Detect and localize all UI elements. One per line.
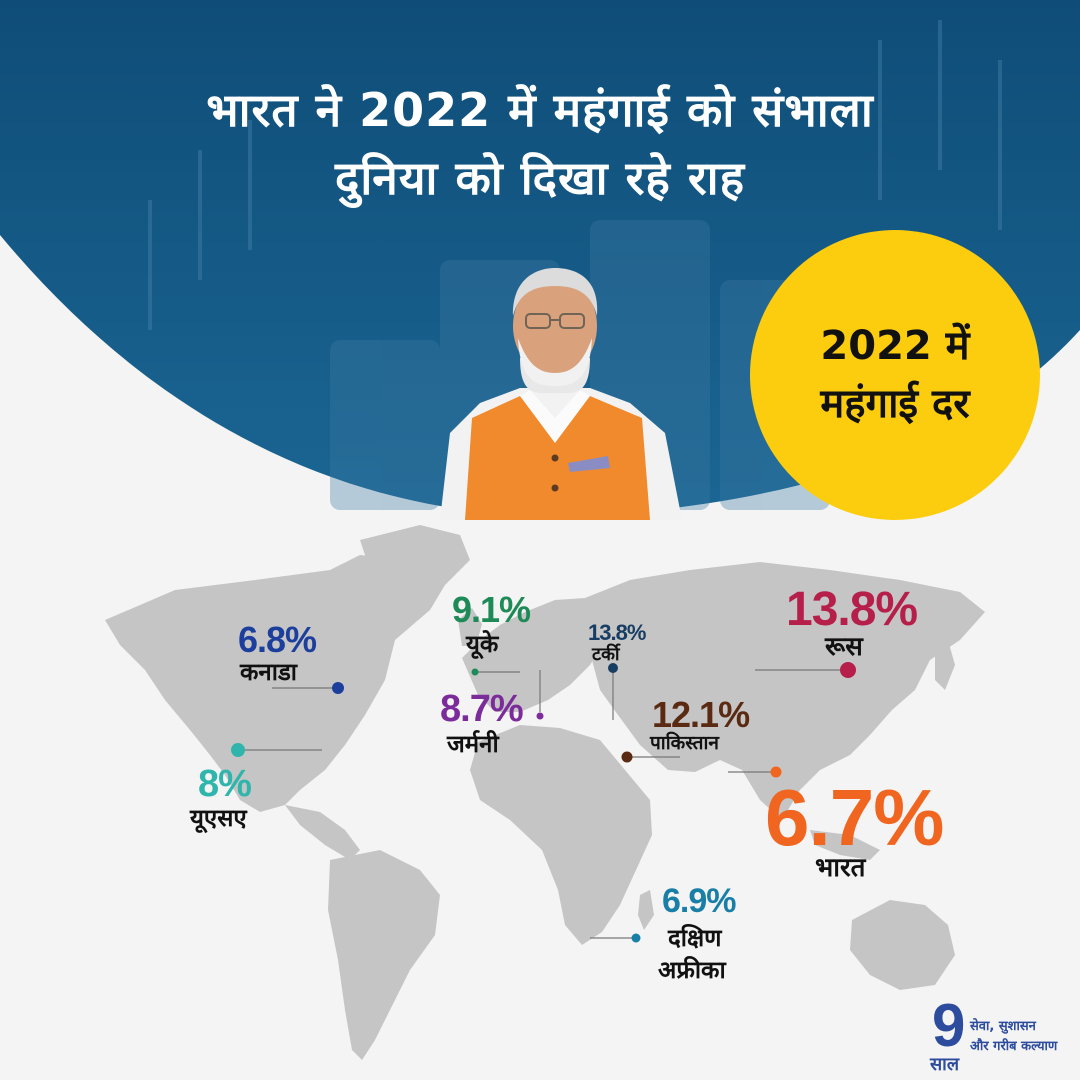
russia-marker [840, 662, 856, 678]
south-africa-marker [631, 933, 641, 943]
canada-marker [332, 682, 344, 694]
india-name: भारत [815, 853, 866, 883]
germany-value: 8.7% [440, 688, 524, 730]
pakistan-value: 12.1% [652, 694, 750, 735]
logo-tagline-1: सेवा, सुशासन [970, 1019, 1036, 1034]
pakistan-name: पाकिस्तान [650, 732, 719, 754]
germany-marker [536, 712, 544, 720]
leader-lines [238, 668, 848, 939]
canada-name: कनाडा [240, 658, 298, 686]
usa-name: यूएसए [190, 804, 247, 832]
germany-name: जर्मनी [447, 730, 499, 758]
turkey-value: 13.8% [588, 620, 646, 645]
uk-marker [471, 668, 479, 676]
india-value: 6.7% [765, 773, 944, 862]
nine-years-logo: 9 साल सेवा, सुशासन और गरीब कल्याण [926, 996, 1076, 1078]
south-africa-name-line-1: दक्षिण [668, 924, 722, 952]
usa-marker [231, 743, 245, 757]
badge-line-1: 2022 में [820, 323, 970, 369]
inflation-badge: 2022 में महंगाई दर [750, 230, 1040, 520]
title-line-1: भारत ने 2022 में महंगाई को संभाला [206, 83, 874, 137]
logo-tagline-2: और गरीब कल्याण [970, 1039, 1058, 1054]
south-africa-name-line-2: अफ्रीका [658, 956, 726, 984]
russia-name: रूस [825, 632, 863, 662]
uk-value: 9.1% [452, 589, 531, 630]
india-marker [770, 766, 782, 778]
logo-word: साल [930, 1054, 960, 1075]
title-line-2: दुनिया को दिखा रहे राह [334, 151, 746, 205]
usa-value: 8% [198, 763, 252, 805]
world-map [105, 525, 985, 1060]
russia-value: 13.8% [786, 583, 918, 636]
turkey-name: टर्की [592, 644, 620, 665]
badge-line-2: महंगाई दर [820, 381, 970, 427]
south-africa-value: 6.9% [662, 882, 736, 920]
uk-name: यूके [466, 630, 499, 658]
candlestick-decoration [148, 20, 1002, 330]
canada-value: 6.8% [238, 619, 317, 660]
turkey-marker [608, 663, 618, 673]
leader-portrait [440, 268, 682, 520]
pakistan-marker [621, 751, 633, 763]
logo-number: 9 [932, 992, 966, 1059]
marker-dots [231, 662, 856, 943]
